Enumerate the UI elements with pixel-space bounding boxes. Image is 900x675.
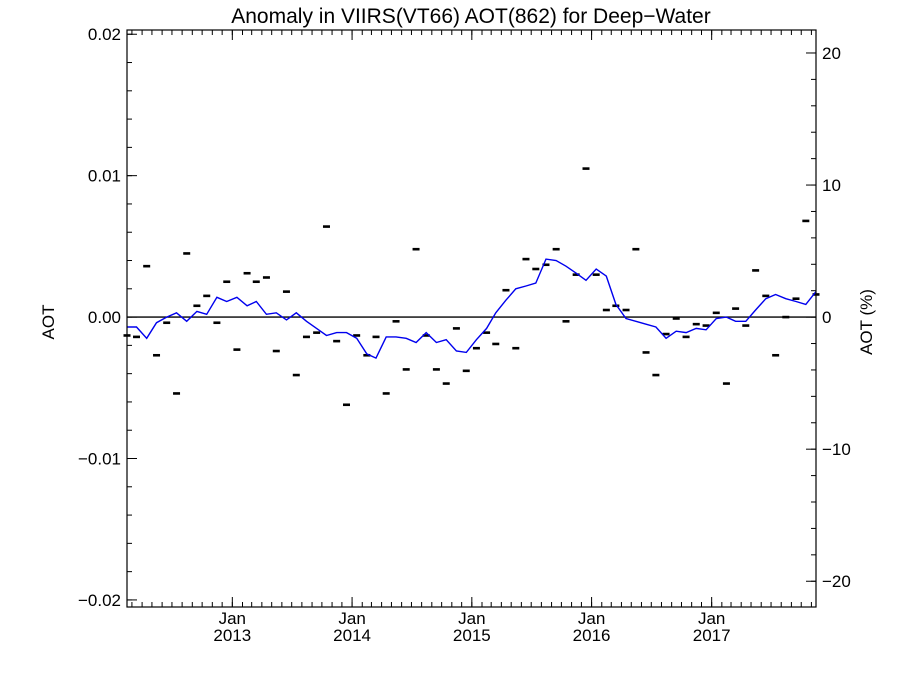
x-tick-month-label: Jan xyxy=(458,609,485,628)
y-tick-label: −0.02 xyxy=(78,591,121,610)
right-y-axis: −20 −10 0 10 20 xyxy=(806,44,851,591)
y2-tick-label: 0 xyxy=(822,308,831,327)
x-tick-month-label: Jan xyxy=(698,609,725,628)
y2-tick-label: 20 xyxy=(822,44,841,63)
y-tick-label: −0.01 xyxy=(78,450,121,469)
x-tick-year-label: 2017 xyxy=(693,626,731,645)
y2-tick-label: −20 xyxy=(822,572,851,591)
y2-tick-label: −10 xyxy=(822,440,851,459)
y-tick-label: 0.01 xyxy=(88,167,121,186)
x-tick-month-label: Jan xyxy=(578,609,605,628)
chart-title: Anomaly in VIIRS(VT66) AOT(862) for Deep… xyxy=(231,5,710,28)
x-tick-year-label: 2014 xyxy=(333,626,371,645)
x-tick-year-label: 2013 xyxy=(213,626,251,645)
plot-frame xyxy=(126,29,817,608)
y2-tick-label: 10 xyxy=(822,176,841,195)
y2-axis-label: AOT (%) xyxy=(857,289,876,355)
x-tick-month-label: Jan xyxy=(219,609,246,628)
y-tick-label: 0.00 xyxy=(88,308,121,327)
plot-area xyxy=(123,167,820,407)
series-line xyxy=(127,258,817,360)
left-y-axis: −0.02 −0.01 0.00 0.01 0.02 xyxy=(78,25,137,610)
y-axis-label: AOT xyxy=(39,305,58,340)
x-tick-month-label: Jan xyxy=(338,609,365,628)
y-tick-label: 0.02 xyxy=(88,25,121,44)
x-tick-year-label: 2015 xyxy=(453,626,491,645)
x-tick-year-label: 2016 xyxy=(573,626,611,645)
